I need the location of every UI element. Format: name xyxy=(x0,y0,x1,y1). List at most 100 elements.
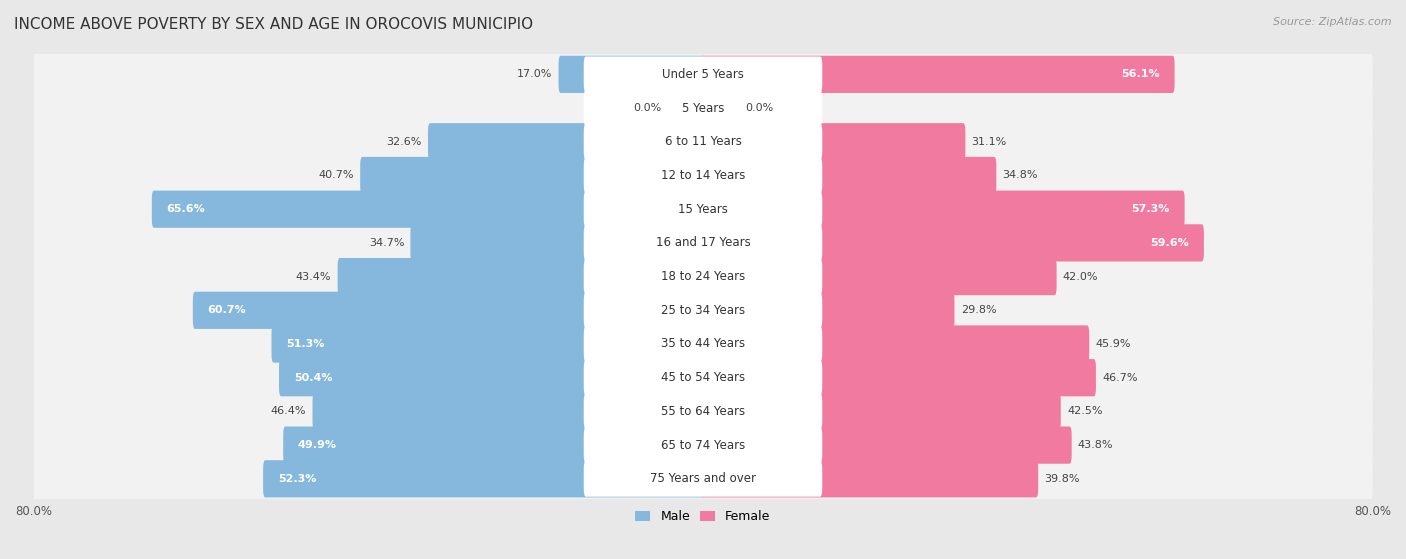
FancyBboxPatch shape xyxy=(583,259,823,295)
FancyBboxPatch shape xyxy=(34,282,1372,339)
Bar xyxy=(703,435,886,455)
Text: Under 5 Years: Under 5 Years xyxy=(662,68,744,81)
FancyBboxPatch shape xyxy=(281,368,703,388)
Text: 65 to 74 Years: 65 to 74 Years xyxy=(661,439,745,452)
FancyBboxPatch shape xyxy=(583,461,823,497)
Bar xyxy=(703,334,896,354)
Bar xyxy=(558,233,703,253)
Bar xyxy=(703,468,869,489)
Text: 0.0%: 0.0% xyxy=(633,103,661,113)
Text: 32.6%: 32.6% xyxy=(387,137,422,147)
FancyBboxPatch shape xyxy=(427,123,704,160)
Text: 49.9%: 49.9% xyxy=(298,440,337,450)
FancyBboxPatch shape xyxy=(34,316,1372,372)
FancyBboxPatch shape xyxy=(700,157,997,194)
FancyBboxPatch shape xyxy=(312,393,704,430)
Bar xyxy=(533,165,703,186)
Text: 35 to 44 Years: 35 to 44 Years xyxy=(661,338,745,350)
FancyBboxPatch shape xyxy=(337,258,704,295)
Bar xyxy=(703,401,880,421)
Text: 43.4%: 43.4% xyxy=(295,272,332,282)
Text: 12 to 14 Years: 12 to 14 Years xyxy=(661,169,745,182)
Text: INCOME ABOVE POVERTY BY SEX AND AGE IN OROCOVIS MUNICIPIO: INCOME ABOVE POVERTY BY SEX AND AGE IN O… xyxy=(14,17,533,32)
FancyBboxPatch shape xyxy=(283,427,704,464)
Text: Source: ZipAtlas.com: Source: ZipAtlas.com xyxy=(1274,17,1392,27)
Text: 6 to 11 Years: 6 to 11 Years xyxy=(665,135,741,148)
Bar xyxy=(492,368,703,388)
Text: 17.0%: 17.0% xyxy=(517,69,553,79)
Bar xyxy=(484,468,703,489)
Text: 15 Years: 15 Years xyxy=(678,203,728,216)
Text: 52.3%: 52.3% xyxy=(278,474,316,484)
FancyBboxPatch shape xyxy=(155,199,703,219)
Text: 60.7%: 60.7% xyxy=(208,305,246,315)
FancyBboxPatch shape xyxy=(274,334,703,354)
FancyBboxPatch shape xyxy=(700,56,1174,93)
FancyBboxPatch shape xyxy=(271,325,704,363)
Bar xyxy=(631,64,703,84)
Text: 43.8%: 43.8% xyxy=(1078,440,1114,450)
FancyBboxPatch shape xyxy=(700,460,1038,498)
FancyBboxPatch shape xyxy=(34,80,1372,136)
FancyBboxPatch shape xyxy=(700,325,1090,363)
Text: 46.4%: 46.4% xyxy=(271,406,307,416)
Bar xyxy=(703,300,828,320)
FancyBboxPatch shape xyxy=(583,191,823,227)
Text: 25 to 34 Years: 25 to 34 Years xyxy=(661,304,745,317)
Bar xyxy=(703,233,952,253)
Bar xyxy=(509,401,703,421)
Bar xyxy=(488,334,703,354)
FancyBboxPatch shape xyxy=(700,123,966,160)
Text: 56.1%: 56.1% xyxy=(1122,69,1160,79)
FancyBboxPatch shape xyxy=(561,64,703,84)
Text: 5 Years: 5 Years xyxy=(682,102,724,115)
Text: 46.7%: 46.7% xyxy=(1102,373,1137,383)
FancyBboxPatch shape xyxy=(34,451,1372,507)
Text: 18 to 24 Years: 18 to 24 Years xyxy=(661,270,745,283)
FancyBboxPatch shape xyxy=(583,360,823,396)
FancyBboxPatch shape xyxy=(34,181,1372,238)
FancyBboxPatch shape xyxy=(363,165,703,186)
Legend: Male, Female: Male, Female xyxy=(630,505,776,528)
Text: 0.0%: 0.0% xyxy=(745,103,773,113)
Text: 55 to 64 Years: 55 to 64 Years xyxy=(661,405,745,418)
FancyBboxPatch shape xyxy=(195,300,703,320)
Bar xyxy=(522,267,703,287)
FancyBboxPatch shape xyxy=(152,191,704,228)
Text: 57.3%: 57.3% xyxy=(1132,204,1170,214)
Text: 45 to 54 Years: 45 to 54 Years xyxy=(661,371,745,384)
FancyBboxPatch shape xyxy=(34,113,1372,170)
Bar xyxy=(703,368,898,388)
Text: 31.1%: 31.1% xyxy=(972,137,1007,147)
Text: 29.8%: 29.8% xyxy=(960,305,997,315)
FancyBboxPatch shape xyxy=(430,132,703,152)
Bar xyxy=(703,267,879,287)
FancyBboxPatch shape xyxy=(412,233,703,253)
FancyBboxPatch shape xyxy=(583,225,823,260)
FancyBboxPatch shape xyxy=(263,460,704,498)
FancyBboxPatch shape xyxy=(583,394,823,429)
FancyBboxPatch shape xyxy=(700,258,1056,295)
FancyBboxPatch shape xyxy=(34,248,1372,305)
FancyBboxPatch shape xyxy=(34,349,1372,406)
FancyBboxPatch shape xyxy=(583,124,823,160)
FancyBboxPatch shape xyxy=(583,90,823,126)
Text: 42.5%: 42.5% xyxy=(1067,406,1102,416)
Bar xyxy=(703,64,938,84)
FancyBboxPatch shape xyxy=(340,267,703,287)
FancyBboxPatch shape xyxy=(583,326,823,362)
Text: 40.7%: 40.7% xyxy=(319,170,354,181)
Text: 34.8%: 34.8% xyxy=(1002,170,1038,181)
Bar xyxy=(449,300,703,320)
FancyBboxPatch shape xyxy=(700,393,1060,430)
FancyBboxPatch shape xyxy=(34,383,1372,440)
FancyBboxPatch shape xyxy=(583,427,823,463)
FancyBboxPatch shape xyxy=(315,401,703,421)
Text: 45.9%: 45.9% xyxy=(1095,339,1130,349)
Text: 39.8%: 39.8% xyxy=(1045,474,1080,484)
FancyBboxPatch shape xyxy=(278,359,704,396)
Bar xyxy=(494,435,703,455)
FancyBboxPatch shape xyxy=(34,417,1372,473)
FancyBboxPatch shape xyxy=(700,191,1185,228)
FancyBboxPatch shape xyxy=(583,158,823,193)
